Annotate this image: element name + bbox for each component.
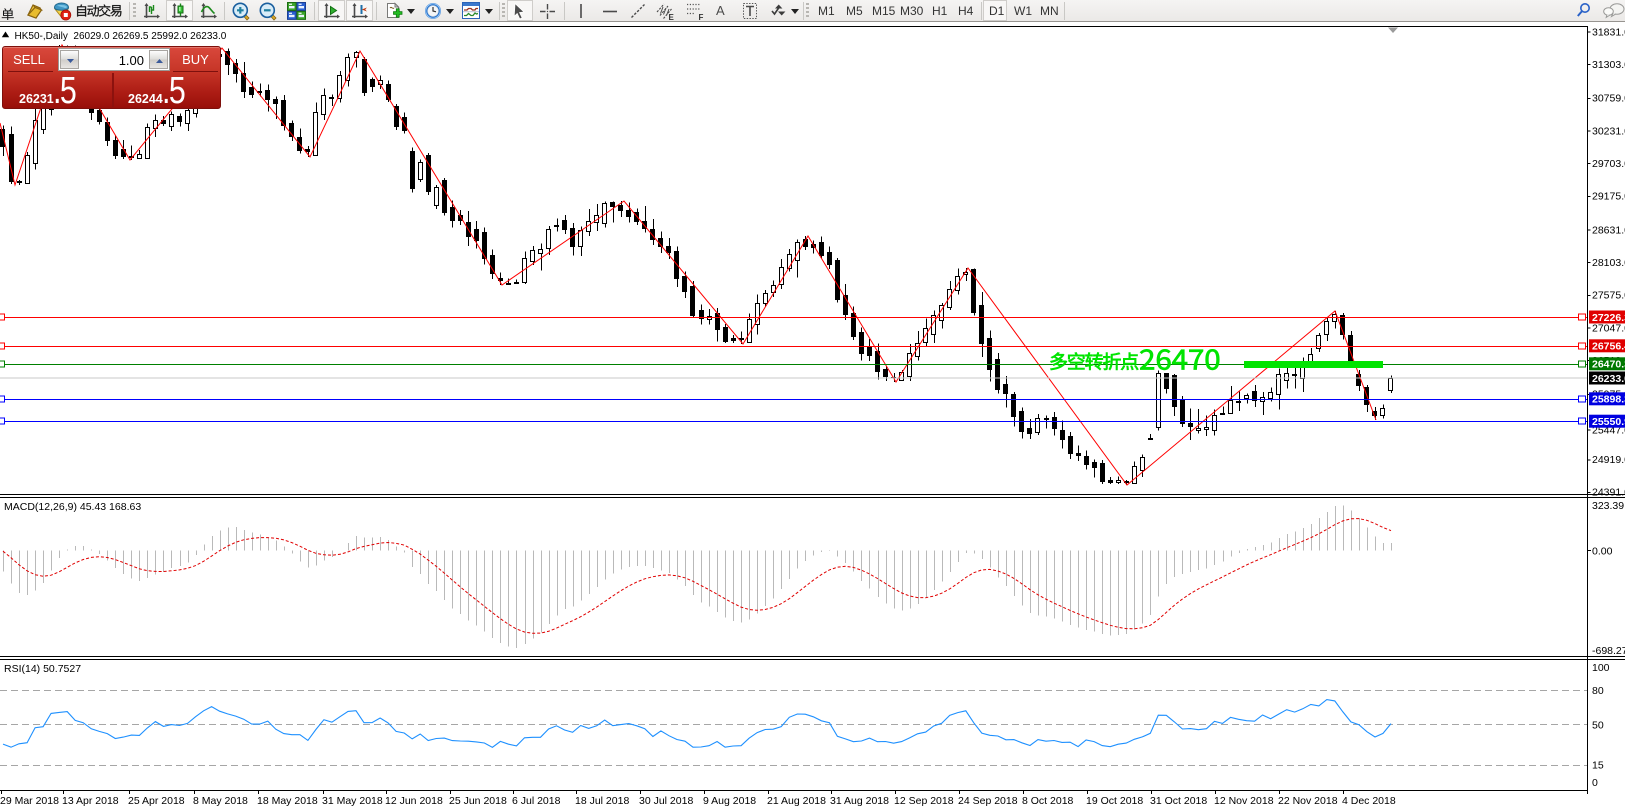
svg-text:29175.0: 29175.0 (1592, 191, 1625, 203)
svg-text:9 Aug 2018: 9 Aug 2018 (703, 795, 756, 807)
svg-text:29703.0: 29703.0 (1592, 158, 1625, 170)
svg-text:27575.0: 27575.0 (1592, 290, 1625, 302)
svg-text:31831.0: 31831.0 (1592, 26, 1625, 38)
svg-text:12 Jun 2018: 12 Jun 2018 (385, 795, 443, 807)
svg-text:HK50-,Daily 26029.0 26269.5 2: HK50-,Daily 26029.0 26269.5 25992.0 2623… (15, 31, 227, 42)
svg-text:31 May 2018: 31 May 2018 (322, 795, 383, 807)
svg-text:25550.9: 25550.9 (1592, 416, 1625, 428)
svg-text:F: F (699, 13, 704, 21)
svg-text:19 Oct 2018: 19 Oct 2018 (1086, 795, 1143, 807)
svg-text:27047.0: 27047.0 (1592, 322, 1625, 334)
svg-text:12 Sep 2018: 12 Sep 2018 (894, 795, 954, 807)
svg-text:8 Oct 2018: 8 Oct 2018 (1022, 795, 1074, 807)
svg-text:15: 15 (1592, 760, 1604, 772)
svg-text:8 May 2018: 8 May 2018 (193, 795, 248, 807)
svg-text:26233.0: 26233.0 (1592, 373, 1625, 385)
svg-text:50: 50 (1592, 719, 1604, 731)
svg-text:-698.27: -698.27 (1592, 645, 1625, 657)
svg-text:18 May 2018: 18 May 2018 (257, 795, 318, 807)
svg-text:13 Apr 2018: 13 Apr 2018 (62, 795, 119, 807)
svg-text:18 Jul 2018: 18 Jul 2018 (575, 795, 629, 807)
svg-text:26756.4: 26756.4 (1592, 341, 1625, 353)
svg-text:27226.3: 27226.3 (1592, 312, 1625, 324)
svg-text:100: 100 (1592, 662, 1610, 674)
svg-text:31 Aug 2018: 31 Aug 2018 (830, 795, 889, 807)
svg-text:30 Jul 2018: 30 Jul 2018 (639, 795, 693, 807)
svg-text:22 Nov 2018: 22 Nov 2018 (1278, 795, 1338, 807)
svg-text:26470.3: 26470.3 (1592, 359, 1625, 371)
svg-text:0.00: 0.00 (1592, 545, 1613, 557)
svg-text:MACD(12,26,9) 45.43 168.63: MACD(12,26,9) 45.43 168.63 (4, 501, 141, 513)
svg-text:4 Dec 2018: 4 Dec 2018 (1342, 795, 1396, 807)
svg-text:24391.0: 24391.0 (1592, 487, 1625, 499)
svg-text:28631.0: 28631.0 (1592, 224, 1625, 236)
svg-text:25 Jun 2018: 25 Jun 2018 (449, 795, 507, 807)
svg-text:31303.0: 31303.0 (1592, 59, 1625, 71)
svg-text:RSI(14) 50.7527: RSI(14) 50.7527 (4, 663, 81, 675)
svg-text:30231.0: 30231.0 (1592, 125, 1625, 137)
svg-text:323.39: 323.39 (1592, 500, 1624, 512)
svg-text:E: E (669, 13, 675, 21)
svg-text:31 Oct 2018: 31 Oct 2018 (1150, 795, 1207, 807)
svg-text:28103.0: 28103.0 (1592, 257, 1625, 269)
svg-text:0: 0 (1592, 777, 1598, 789)
svg-text:25898.3: 25898.3 (1592, 394, 1625, 406)
svg-text:80: 80 (1592, 685, 1604, 697)
svg-text:21 Aug 2018: 21 Aug 2018 (767, 795, 826, 807)
svg-text:6 Jul 2018: 6 Jul 2018 (512, 795, 561, 807)
svg-text:29 Mar 2018: 29 Mar 2018 (0, 795, 59, 807)
svg-text:12 Nov 2018: 12 Nov 2018 (1214, 795, 1274, 807)
svg-text:24 Sep 2018: 24 Sep 2018 (958, 795, 1018, 807)
svg-text:24919.0: 24919.0 (1592, 454, 1625, 466)
svg-text:25 Apr 2018: 25 Apr 2018 (128, 795, 185, 807)
svg-text:30759.0: 30759.0 (1592, 93, 1625, 105)
